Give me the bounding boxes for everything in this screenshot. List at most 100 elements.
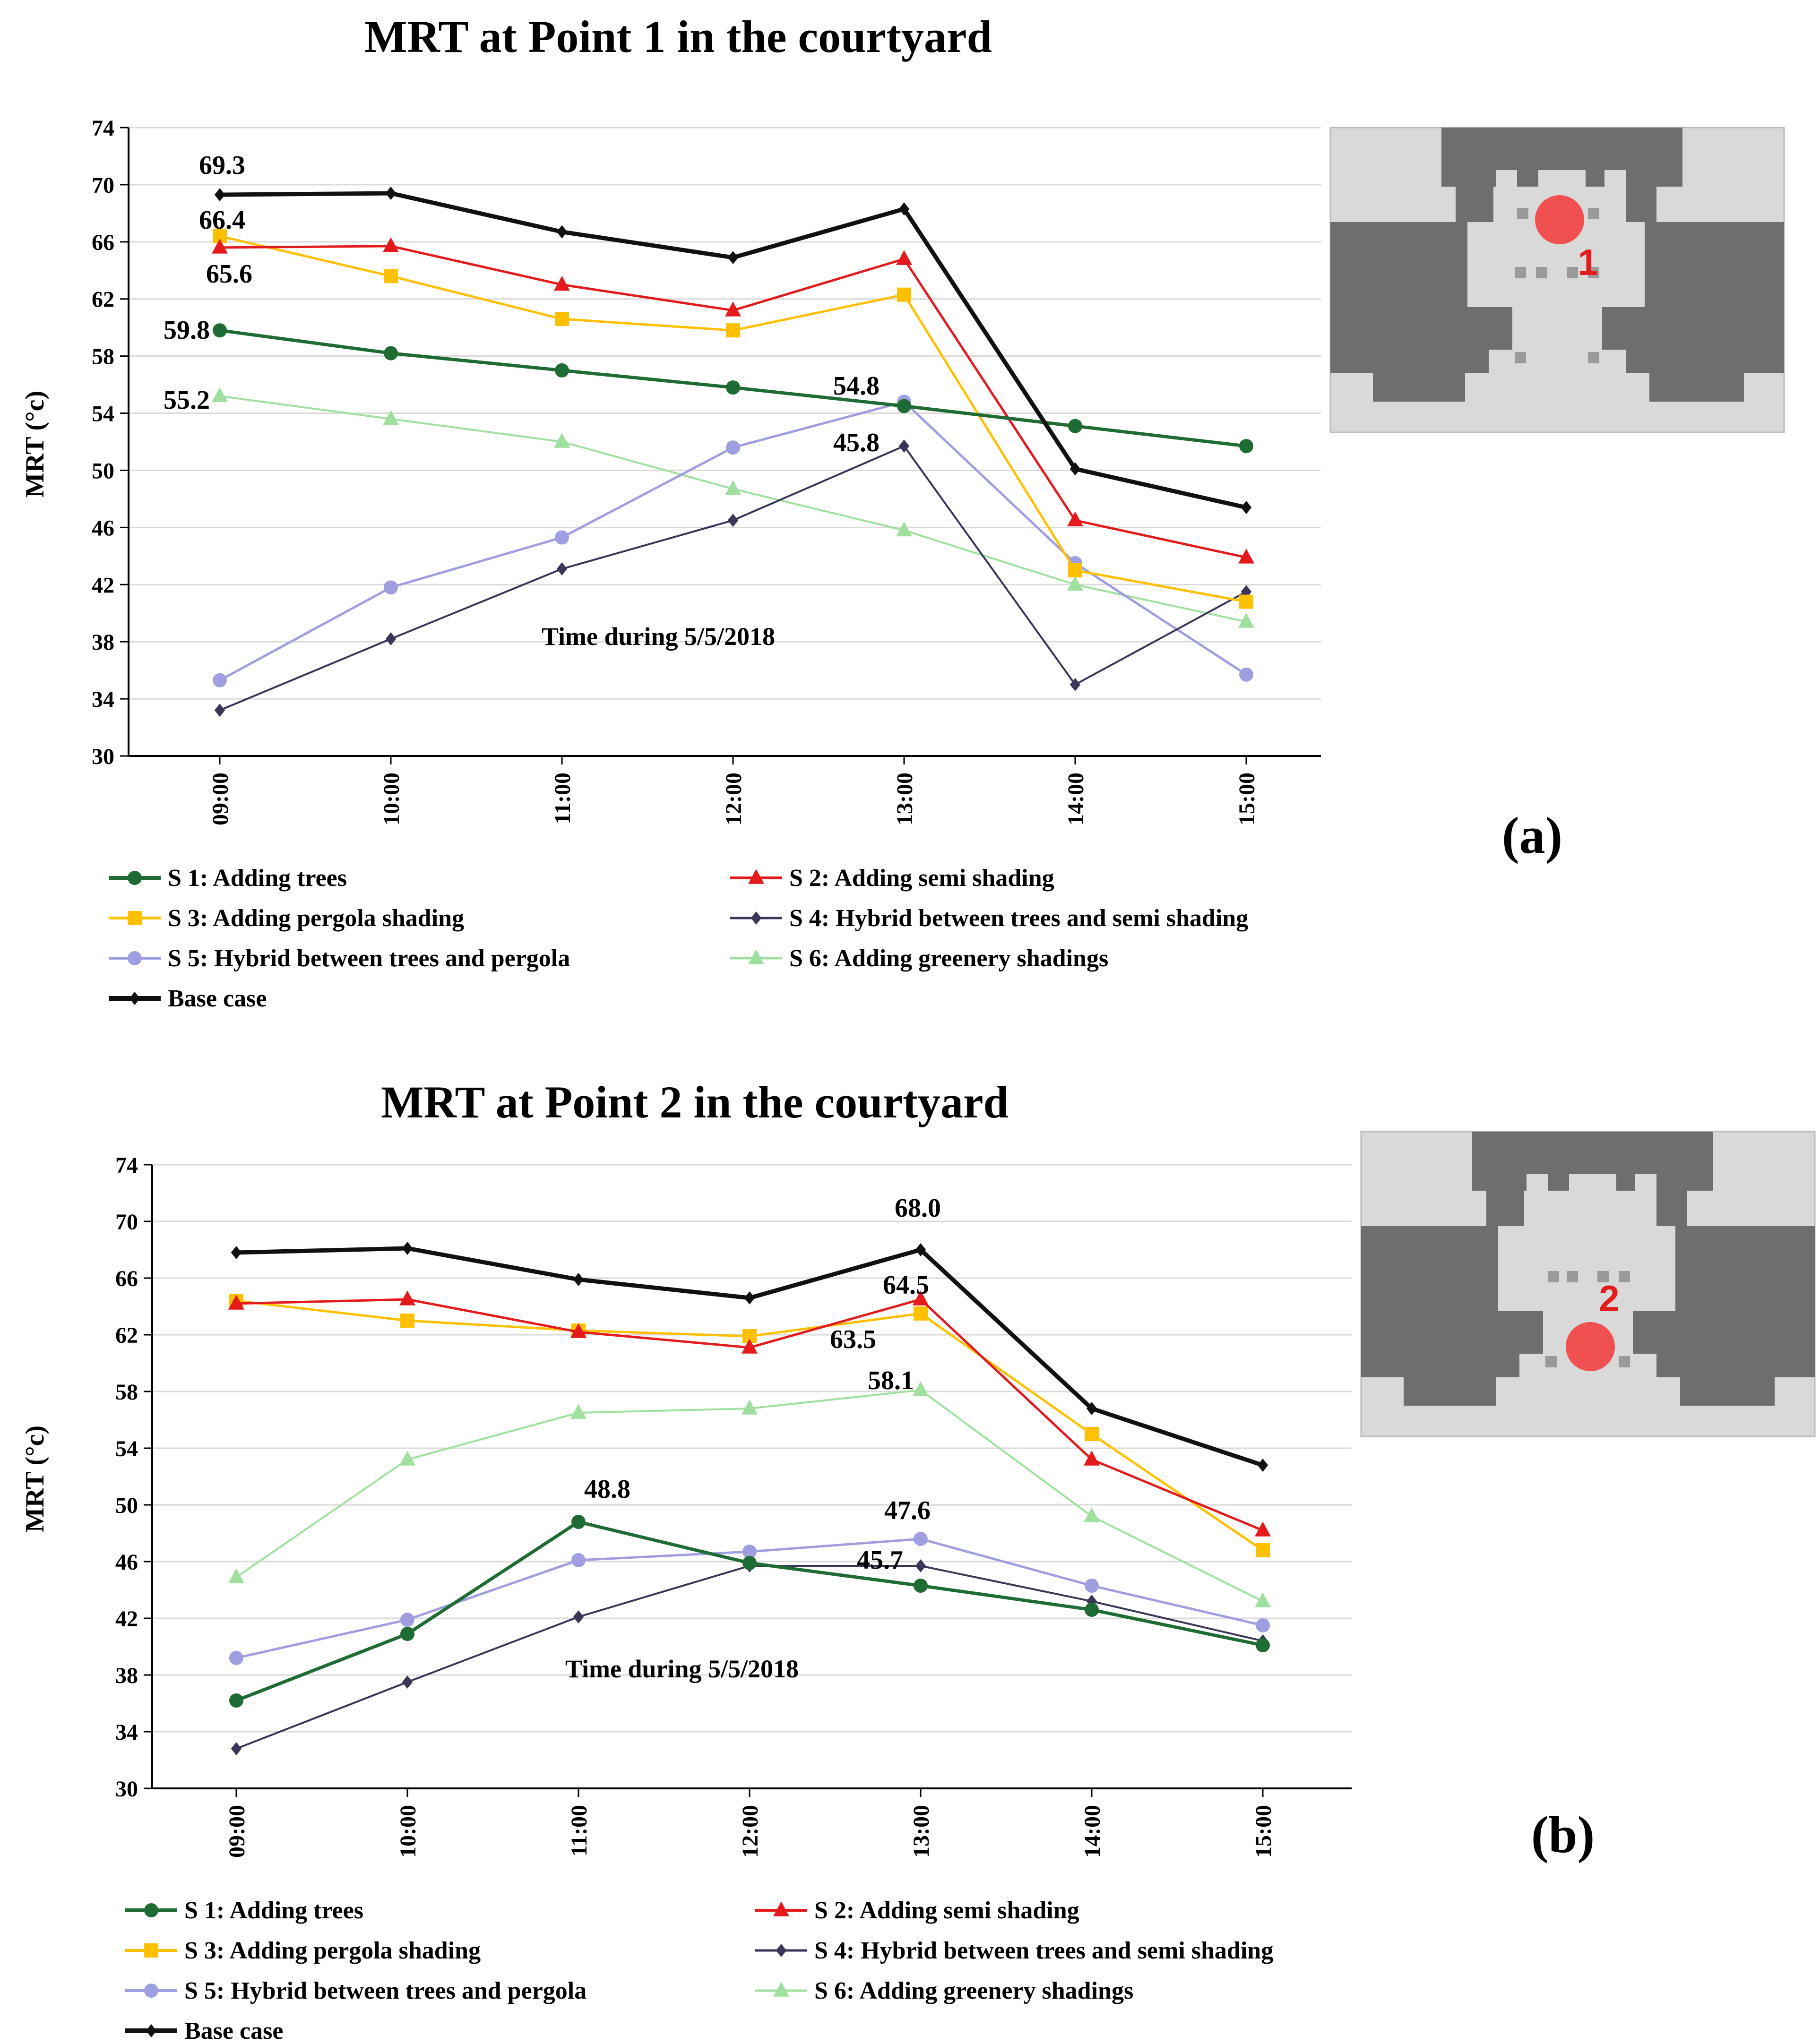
legend-label: S 6: Adding greenery shadings — [814, 1977, 1133, 2004]
x-tick-label: 13:00 — [892, 773, 917, 825]
data-point-s5 — [571, 1553, 586, 1567]
chart-a-y-axis-label: MRT (°c) — [20, 391, 50, 498]
data-point-s1 — [384, 346, 398, 361]
data-point-s1 — [897, 399, 911, 413]
data-point-s1 — [229, 1693, 243, 1708]
data-point-s2 — [1067, 511, 1083, 526]
data-point-s3 — [726, 323, 740, 338]
data-point-base — [1086, 1402, 1097, 1415]
chart-b-time-note: Time during 5/5/2018 — [565, 1655, 799, 1683]
legend-item-s3: S 3: Adding pergola shading — [109, 905, 464, 932]
y-tick-label: 58 — [92, 344, 114, 369]
legend-marker — [776, 1944, 787, 1957]
legend-label: S 5: Hybrid between trees and pergola — [168, 945, 570, 972]
legend-item-s1: S 1: Adding trees — [109, 865, 347, 892]
x-tick-label: 10:00 — [379, 773, 404, 825]
chart-b-panel-label: (b) — [1531, 1806, 1595, 1864]
y-tick-label: 74 — [92, 116, 114, 141]
y-tick-label: 58 — [115, 1380, 138, 1405]
annotation-b-s1-1100: 48.8 — [584, 1475, 630, 1504]
series-s6 — [228, 1381, 1271, 1607]
x-tick-label: 13:00 — [909, 1805, 934, 1858]
chart-b-y-tick-labels: 30 34 38 42 46 50 54 58 62 66 70 74 — [115, 1153, 138, 1802]
data-point-s1 — [1239, 439, 1253, 454]
annotation-b-s6-1300: 58.1 — [868, 1366, 914, 1395]
legend-item-s2: S 2: Adding semi shading — [755, 1897, 1079, 1924]
data-point-s1 — [400, 1627, 414, 1641]
x-tick-label: 09:00 — [208, 773, 233, 825]
data-point-s5 — [213, 673, 227, 687]
x-tick-label: 12:00 — [738, 1805, 763, 1858]
series-line-s3 — [219, 235, 1247, 603]
x-tick-label: 11:00 — [550, 773, 575, 824]
data-point-s6 — [570, 1404, 587, 1419]
map-a-building-right — [1602, 187, 1784, 402]
data-point-base — [1070, 462, 1081, 476]
data-point-s6 — [212, 387, 228, 403]
legend-item-s6: S 6: Adding greenery shadings — [755, 1977, 1133, 2004]
legend-label: S 3: Adding pergola shading — [168, 905, 464, 932]
legend-marker — [773, 1982, 789, 1997]
map-b-building-top — [1472, 1132, 1713, 1191]
chart-b-legend: S 1: Adding trees S 2: Adding semi shadin… — [125, 1897, 1273, 2044]
annotation-a-s6-0900: 55.2 — [164, 386, 210, 415]
y-tick-label: 34 — [92, 687, 114, 712]
annotation-b-s2-1300: 64.5 — [883, 1271, 929, 1300]
legend-label: S 1: Adding trees — [168, 865, 347, 892]
legend-marker — [128, 871, 142, 885]
legend-marker — [129, 992, 140, 1005]
series-line-s6 — [219, 395, 1247, 623]
y-tick-label: 46 — [92, 515, 114, 541]
data-point-s1 — [1085, 1603, 1099, 1617]
map-a: 1 — [1329, 127, 1785, 433]
data-point-s3 — [384, 269, 398, 283]
data-point-s4 — [727, 514, 739, 527]
y-tick-label: 30 — [92, 744, 114, 769]
y-tick-label: 30 — [115, 1777, 138, 1802]
y-tick-label: 66 — [92, 230, 114, 255]
x-tick-label: 09:00 — [224, 1805, 250, 1858]
chart-a-legend: S 1: Adding trees S 2: Adding semi shadin… — [109, 865, 1248, 1012]
data-point-s6 — [383, 410, 399, 425]
chart-a-x-tick-labels: 09:00 10:00 11:00 12:00 13:00 14:00 15:00 — [208, 773, 1259, 825]
map-a-point-marker — [1535, 195, 1584, 244]
x-tick-label: 11:00 — [567, 1805, 592, 1856]
legend-marker — [748, 869, 764, 884]
map-b-building-left — [1361, 1132, 1543, 1406]
chart-a-series — [212, 187, 1254, 717]
legend-marker — [128, 951, 142, 965]
data-point-s2 — [1238, 549, 1254, 564]
data-point-base — [402, 1242, 413, 1255]
y-tick-label: 70 — [92, 173, 114, 198]
chart-b-axes — [144, 1164, 1352, 1797]
series-line-s2 — [219, 245, 1247, 559]
legend-label: S 2: Adding semi shading — [814, 1897, 1079, 1924]
data-point-s6 — [913, 1381, 929, 1396]
data-point-s3 — [400, 1314, 414, 1328]
legend-label: Base case — [168, 985, 267, 1012]
chart-b: MRT at Point 2 in the courtyard 30 34 38 42… — [20, 1077, 1816, 2044]
legend-item-s4: S 4: Hybrid between trees and semi shadi… — [730, 905, 1248, 932]
data-point-s4 — [898, 439, 910, 453]
legend-marker — [748, 949, 764, 964]
legend-marker — [750, 911, 762, 925]
data-point-s5 — [1239, 667, 1253, 682]
annotation-a-s3-0900: 66.4 — [199, 206, 245, 235]
chart-a-time-note: Time during 5/5/2018 — [542, 622, 775, 651]
data-point-s2 — [399, 1290, 415, 1305]
data-point-base — [231, 1246, 242, 1259]
chart-b-series — [228, 1242, 1271, 1755]
annotation-b-s3-1300: 63.5 — [830, 1325, 876, 1354]
legend-item-s5: S 5: Hybrid between trees and pergola — [109, 945, 570, 972]
series-base — [231, 1242, 1268, 1472]
data-point-s4 — [214, 704, 225, 717]
data-point-s2 — [554, 275, 570, 291]
annotation-a-s1-0900: 59.8 — [164, 316, 210, 345]
data-point-s1 — [1256, 1638, 1270, 1652]
legend-item-base: Base case — [109, 985, 267, 1012]
data-point-s2 — [725, 301, 741, 317]
map-b: 2 — [1360, 1131, 1816, 1437]
data-point-base — [898, 202, 910, 216]
data-point-s3 — [555, 312, 569, 326]
